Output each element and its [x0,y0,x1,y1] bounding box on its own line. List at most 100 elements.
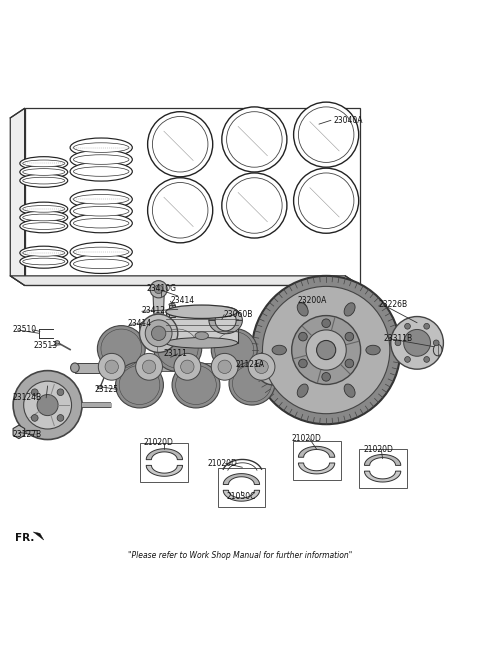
Circle shape [256,359,263,367]
Text: 21020D: 21020D [207,459,237,468]
Polygon shape [75,363,106,373]
Text: 23410G: 23410G [146,284,176,293]
Polygon shape [364,455,401,465]
Polygon shape [75,363,274,371]
Text: 21030C: 21030C [227,491,256,501]
Circle shape [255,349,292,385]
Circle shape [306,330,346,370]
Circle shape [13,371,82,440]
Circle shape [404,329,431,356]
Ellipse shape [297,303,308,316]
Circle shape [155,285,163,294]
Circle shape [180,360,194,373]
Circle shape [391,317,444,369]
Ellipse shape [297,384,308,397]
Ellipse shape [344,303,355,316]
Ellipse shape [70,150,132,169]
Ellipse shape [23,258,65,265]
Ellipse shape [20,219,68,233]
Ellipse shape [20,166,68,179]
Text: 23311B: 23311B [384,334,413,342]
Polygon shape [13,425,24,439]
Circle shape [248,353,275,380]
Polygon shape [24,108,360,285]
Circle shape [227,178,282,233]
Ellipse shape [23,223,65,229]
Text: 23510: 23510 [12,325,37,334]
Ellipse shape [366,345,380,355]
Text: 23226B: 23226B [379,300,408,309]
Circle shape [218,360,231,373]
Ellipse shape [73,259,129,269]
Circle shape [322,373,330,381]
Circle shape [263,286,390,414]
Polygon shape [299,446,335,457]
Ellipse shape [70,138,132,157]
Circle shape [292,315,360,384]
Circle shape [299,332,307,341]
Polygon shape [166,312,238,343]
Circle shape [299,173,354,229]
Circle shape [405,357,410,362]
Ellipse shape [97,326,145,372]
Circle shape [222,107,287,172]
Text: 23127B: 23127B [12,430,42,440]
Circle shape [153,116,208,172]
Ellipse shape [344,384,355,397]
Circle shape [152,326,166,340]
Text: 21020D: 21020D [144,438,174,447]
Text: 23124B: 23124B [12,394,42,402]
Ellipse shape [166,305,238,319]
Ellipse shape [20,246,68,260]
Ellipse shape [73,206,129,216]
Text: "Please refer to Work Shop Manual for further information": "Please refer to Work Shop Manual for fu… [128,551,352,560]
Ellipse shape [70,214,132,233]
Text: 23412: 23412 [142,306,166,315]
Ellipse shape [71,363,79,373]
Ellipse shape [272,345,287,355]
Circle shape [174,353,201,380]
Ellipse shape [73,167,129,176]
Circle shape [227,112,282,168]
Ellipse shape [73,194,129,204]
Circle shape [136,353,162,380]
Ellipse shape [116,362,163,408]
Text: 23125: 23125 [94,385,118,394]
Ellipse shape [23,250,65,256]
Circle shape [140,321,151,333]
Circle shape [294,102,359,168]
Polygon shape [10,108,24,285]
Circle shape [148,178,213,243]
Circle shape [153,183,208,238]
Circle shape [262,355,285,378]
Ellipse shape [20,202,68,215]
Circle shape [294,168,359,233]
Text: 21020D: 21020D [364,445,394,453]
Circle shape [98,353,125,380]
Polygon shape [223,490,260,501]
Text: 23040A: 23040A [333,116,363,125]
Ellipse shape [70,254,132,273]
Polygon shape [153,290,164,314]
Circle shape [424,323,430,329]
Ellipse shape [20,255,68,268]
Text: 23111: 23111 [163,350,187,358]
Circle shape [57,389,64,396]
Text: 23513: 23513 [33,341,58,350]
Circle shape [24,381,72,429]
Polygon shape [169,305,175,317]
Ellipse shape [23,214,65,221]
Ellipse shape [154,326,202,372]
Text: FR.: FR. [15,533,35,543]
Ellipse shape [172,362,220,408]
Polygon shape [146,465,182,476]
Circle shape [37,395,58,416]
Ellipse shape [169,304,175,306]
Circle shape [140,314,178,352]
Circle shape [255,360,268,373]
Circle shape [317,340,336,359]
Circle shape [345,332,354,341]
Ellipse shape [70,190,132,209]
Circle shape [405,323,410,329]
Polygon shape [209,307,242,321]
